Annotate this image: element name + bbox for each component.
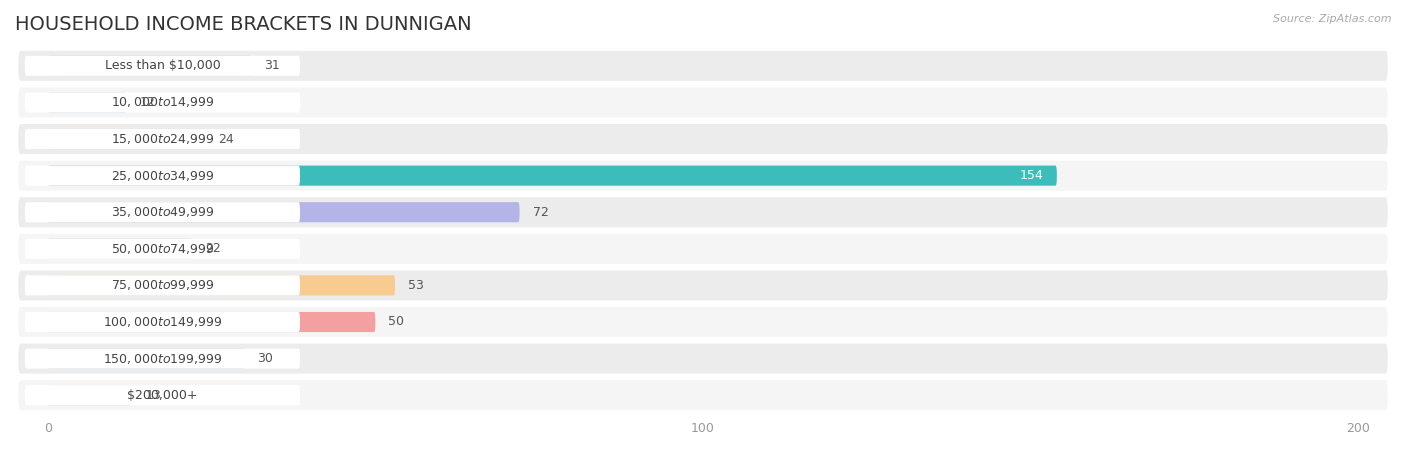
FancyBboxPatch shape bbox=[25, 92, 299, 112]
FancyBboxPatch shape bbox=[18, 87, 1388, 117]
FancyBboxPatch shape bbox=[48, 239, 191, 259]
Text: $25,000 to $34,999: $25,000 to $34,999 bbox=[111, 169, 214, 183]
FancyBboxPatch shape bbox=[48, 166, 1057, 186]
FancyBboxPatch shape bbox=[18, 234, 1388, 264]
FancyBboxPatch shape bbox=[48, 349, 245, 369]
FancyBboxPatch shape bbox=[48, 56, 250, 76]
FancyBboxPatch shape bbox=[18, 270, 1388, 301]
Text: 31: 31 bbox=[264, 59, 280, 72]
FancyBboxPatch shape bbox=[18, 51, 1388, 81]
Text: $200,000+: $200,000+ bbox=[127, 389, 198, 402]
Text: $10,000 to $14,999: $10,000 to $14,999 bbox=[111, 95, 214, 109]
Text: HOUSEHOLD INCOME BRACKETS IN DUNNIGAN: HOUSEHOLD INCOME BRACKETS IN DUNNIGAN bbox=[15, 15, 471, 34]
FancyBboxPatch shape bbox=[25, 239, 299, 259]
FancyBboxPatch shape bbox=[18, 307, 1388, 337]
FancyBboxPatch shape bbox=[18, 161, 1388, 191]
Text: 13: 13 bbox=[146, 389, 162, 402]
FancyBboxPatch shape bbox=[18, 380, 1388, 410]
FancyBboxPatch shape bbox=[25, 385, 299, 405]
Text: $150,000 to $199,999: $150,000 to $199,999 bbox=[103, 351, 222, 365]
FancyBboxPatch shape bbox=[48, 202, 520, 222]
FancyBboxPatch shape bbox=[25, 312, 299, 332]
Text: Source: ZipAtlas.com: Source: ZipAtlas.com bbox=[1274, 14, 1392, 23]
Text: 30: 30 bbox=[257, 352, 273, 365]
Text: 53: 53 bbox=[408, 279, 425, 292]
Text: 22: 22 bbox=[205, 242, 221, 255]
FancyBboxPatch shape bbox=[18, 124, 1388, 154]
Text: $50,000 to $74,999: $50,000 to $74,999 bbox=[111, 242, 214, 256]
FancyBboxPatch shape bbox=[25, 202, 299, 222]
Text: $15,000 to $24,999: $15,000 to $24,999 bbox=[111, 132, 214, 146]
FancyBboxPatch shape bbox=[48, 92, 127, 112]
FancyBboxPatch shape bbox=[25, 129, 299, 149]
Text: 72: 72 bbox=[533, 206, 548, 219]
Text: 12: 12 bbox=[139, 96, 155, 109]
Text: Less than $10,000: Less than $10,000 bbox=[104, 59, 221, 72]
Text: $35,000 to $49,999: $35,000 to $49,999 bbox=[111, 205, 214, 219]
FancyBboxPatch shape bbox=[18, 197, 1388, 227]
FancyBboxPatch shape bbox=[25, 349, 299, 369]
FancyBboxPatch shape bbox=[25, 275, 299, 296]
FancyBboxPatch shape bbox=[48, 275, 395, 296]
FancyBboxPatch shape bbox=[18, 344, 1388, 374]
Text: 24: 24 bbox=[218, 133, 233, 145]
FancyBboxPatch shape bbox=[48, 312, 375, 332]
FancyBboxPatch shape bbox=[25, 166, 299, 186]
Text: $100,000 to $149,999: $100,000 to $149,999 bbox=[103, 315, 222, 329]
FancyBboxPatch shape bbox=[48, 385, 134, 405]
FancyBboxPatch shape bbox=[48, 129, 205, 149]
FancyBboxPatch shape bbox=[25, 56, 299, 76]
Text: $75,000 to $99,999: $75,000 to $99,999 bbox=[111, 279, 214, 292]
Text: 50: 50 bbox=[388, 315, 405, 328]
Text: 154: 154 bbox=[1019, 169, 1043, 182]
